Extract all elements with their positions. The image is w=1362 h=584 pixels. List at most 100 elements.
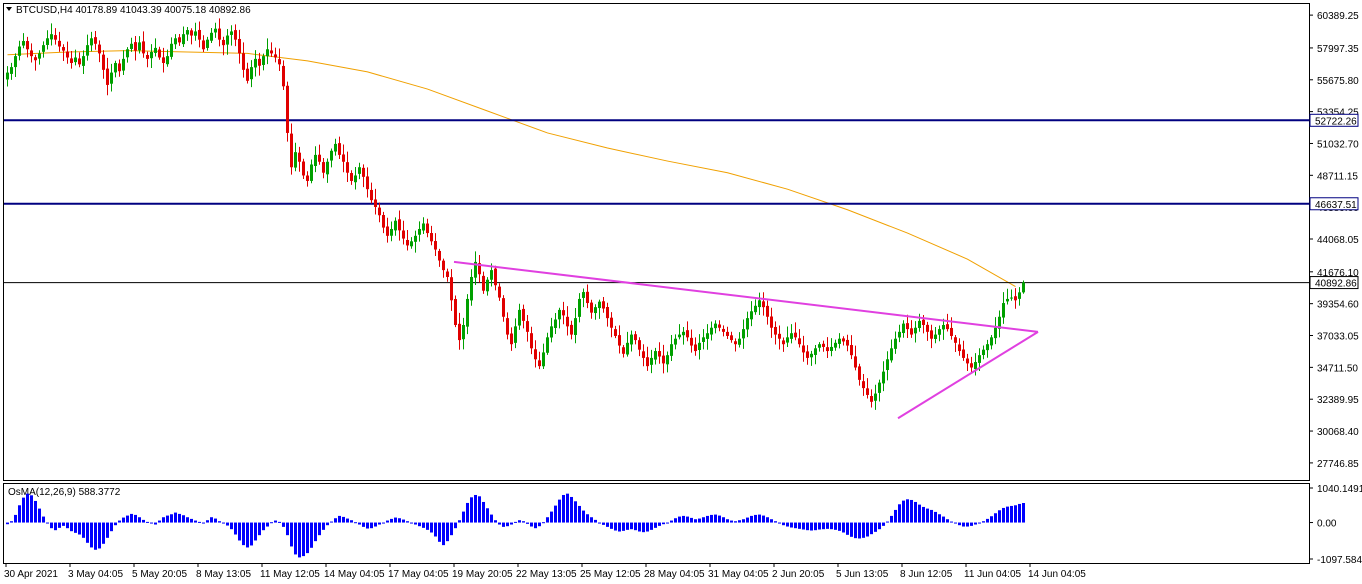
time-tick-label: 11 May 12:05 [260, 569, 320, 580]
osma-bar [298, 522, 301, 558]
candle-bear [870, 396, 873, 402]
osma-bar [338, 515, 341, 523]
candle-bear [798, 338, 801, 345]
osma-bar [674, 518, 677, 523]
candle-bear [946, 324, 949, 330]
candle-bull [986, 344, 989, 351]
indicator-header: OsMA(12,26,9) 588.3772 [8, 487, 121, 498]
osma-bar [354, 522, 357, 524]
osma-bar [70, 522, 73, 532]
osma-bar [210, 517, 213, 523]
osma-bar [942, 516, 945, 523]
osma-bar [422, 522, 425, 528]
price-tick-label: 53354.25 [1317, 108, 1359, 119]
osma-bar [974, 522, 977, 525]
candle-bear [926, 324, 929, 332]
candle-bear [346, 162, 349, 173]
candle-bear [762, 301, 765, 308]
osma-bar [86, 522, 89, 543]
osma-bar [1022, 503, 1025, 523]
candle-bull [490, 270, 493, 280]
candle-bear [642, 351, 645, 358]
osma-bar [934, 511, 937, 523]
osma-bar [262, 522, 265, 531]
candle-bear [690, 337, 693, 346]
price-tag-label: 40892.86 [1315, 279, 1357, 290]
candle-bear [270, 50, 273, 54]
candle-bear [618, 335, 621, 346]
osma-bar [302, 522, 305, 557]
osma-bar [278, 521, 281, 523]
price-tick-label: 41676.10 [1317, 268, 1359, 279]
osma-bar [394, 517, 397, 523]
osma-bar [478, 496, 481, 523]
osma-bar [26, 493, 29, 523]
candle-bear [134, 42, 137, 51]
osma-bar [646, 522, 649, 532]
osma-bar [386, 520, 389, 523]
osma-bar [946, 519, 949, 523]
osma-bar [118, 520, 121, 523]
osma-bar [738, 520, 741, 523]
candle-bear [970, 363, 973, 368]
osma-bar [358, 522, 361, 525]
price-tick-label: 32389.95 [1317, 395, 1359, 406]
time-tick-label: 31 May 04:05 [708, 569, 769, 580]
osma-bar [734, 521, 737, 523]
candle-bear [958, 344, 961, 352]
candle-bear [854, 356, 857, 368]
osma-tick-label: -1097.5841 [1317, 555, 1362, 566]
osma-bar [14, 514, 17, 523]
osma-bar [506, 522, 509, 527]
price-tags-layer: 52722.26 46637.51 40892.86 [1309, 113, 1359, 290]
osma-bar [218, 521, 221, 523]
candle-bull [990, 337, 993, 346]
candle-bear [730, 335, 733, 341]
osma-bar [182, 515, 185, 523]
candle-bear [454, 299, 457, 325]
candle-bull [226, 35, 229, 45]
osma-bar [982, 521, 985, 523]
osma-bar [890, 515, 893, 523]
candle-bull [122, 58, 125, 71]
candle-bull [814, 348, 817, 355]
candle-bull [474, 261, 477, 278]
candle-bull [138, 42, 141, 51]
dropdown-triangle-icon[interactable] [6, 7, 12, 11]
candle-bear [238, 38, 241, 54]
osma-bar [822, 522, 825, 530]
osma-bar [954, 522, 957, 524]
price-tick-label: 30068.40 [1317, 427, 1359, 438]
candle-bull [42, 45, 45, 52]
time-tick-label: 22 May 13:05 [516, 569, 577, 580]
price-tick-label: 51032.70 [1317, 139, 1359, 150]
osma-bar [122, 517, 125, 523]
candle-bull [10, 67, 13, 74]
osma-bar [66, 522, 69, 529]
osma-bar [614, 522, 617, 531]
osma-bar [910, 499, 913, 523]
trendline[interactable] [897, 330, 1039, 420]
time-tick-label: 30 Apr 2021 [4, 569, 58, 580]
candle-bull [890, 348, 893, 361]
osma-bar [206, 520, 209, 523]
candle-bull [942, 324, 945, 330]
osma-bar [990, 516, 993, 523]
osma-bar [254, 522, 257, 541]
price-tick-label: 55675.80 [1317, 76, 1359, 87]
candle-bull [710, 327, 713, 335]
osma-bar [318, 522, 321, 536]
osma-bar [110, 522, 113, 532]
osma-bar [542, 522, 545, 524]
osma-bar [154, 522, 157, 525]
candle-bear [366, 176, 369, 190]
indicator-plot-frame [3, 483, 1310, 564]
candle-bull [486, 279, 489, 292]
candle-bull [654, 351, 657, 360]
trendline[interactable] [453, 260, 1039, 333]
candle-bull [334, 143, 337, 152]
candle-bear [94, 37, 97, 44]
candle-bull [914, 327, 917, 334]
osma-bar [10, 521, 13, 523]
